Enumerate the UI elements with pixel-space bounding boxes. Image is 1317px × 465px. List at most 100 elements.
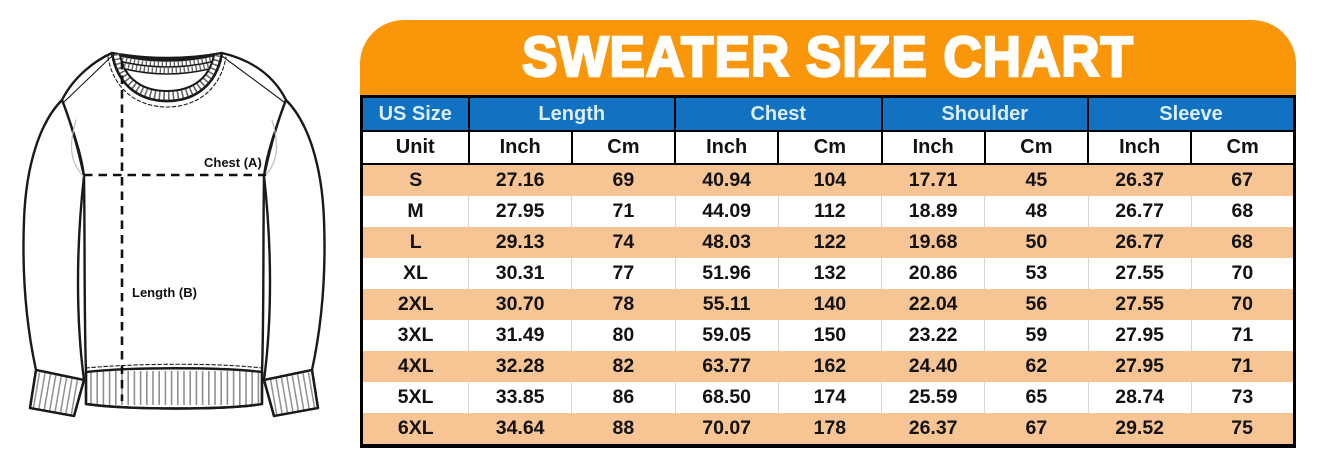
value-cell: 45 <box>984 164 1088 196</box>
sweater-diagram: Chest (A) Length (B) <box>22 51 326 418</box>
value-cell: 73 <box>1190 382 1295 413</box>
value-cell: 26.37 <box>1088 164 1192 196</box>
value-cell: 162 <box>778 351 882 382</box>
value-cell: 71 <box>571 196 675 227</box>
value-cell: 29.13 <box>468 227 572 258</box>
group-header-row: US Size Length Chest Shoulder Sleeve <box>360 95 1296 132</box>
value-cell: 26.77 <box>1088 227 1192 258</box>
value-cell: 104 <box>778 164 882 196</box>
value-cell: 75 <box>1191 413 1295 446</box>
value-cell: 55.11 <box>675 289 779 320</box>
header-shoulder: Shoulder <box>880 95 1089 132</box>
table-row: M 27.95 71 44.09 112 18.89 48 26.77 68 <box>361 196 1295 227</box>
value-cell: 50 <box>984 227 1088 258</box>
unit-cell: Cm <box>1190 130 1296 165</box>
value-cell: 178 <box>778 413 882 446</box>
size-cell: 4XL <box>361 351 469 382</box>
value-cell: 27.95 <box>1087 320 1192 351</box>
measurement-lines <box>84 61 266 401</box>
unit-cell: Inch <box>880 130 986 165</box>
value-cell: 70 <box>1191 289 1295 320</box>
value-cell: 48 <box>984 196 1088 227</box>
value-cell: 30.31 <box>467 258 572 289</box>
chest-label: Chest (A) <box>204 155 262 170</box>
unit-cell: Cm <box>777 130 883 165</box>
table-row: L 29.13 74 48.03 122 19.68 50 26.77 68 <box>361 227 1295 258</box>
unit-header-row: Unit Inch Cm Inch Cm Inch Cm Inch Cm <box>360 130 1296 165</box>
size-cell: L <box>361 227 469 258</box>
length-label: Length (B) <box>132 285 197 300</box>
value-cell: 77 <box>571 258 675 289</box>
page-title: SWEATER SIZE CHART <box>521 25 1134 90</box>
value-cell: 65 <box>984 382 1088 413</box>
value-cell: 150 <box>777 320 882 351</box>
unit-cell: Unit <box>360 130 470 165</box>
size-cell: XL <box>361 258 469 289</box>
size-cell: 6XL <box>361 413 469 446</box>
value-cell: 74 <box>571 227 675 258</box>
size-table-body: S 27.16 69 40.94 104 17.71 45 26.37 67 M 27.95 71 44… <box>361 164 1295 446</box>
table-row: 5XL 33.85 86 68.50 174 25.59 65 28.74 73 <box>361 382 1295 413</box>
table-row: 6XL 34.64 88 70.07 178 26.37 67 29.52 75 <box>361 413 1295 446</box>
value-cell: 174 <box>777 382 882 413</box>
value-cell: 70.07 <box>675 413 779 446</box>
value-cell: 33.85 <box>467 382 572 413</box>
value-cell: 132 <box>777 258 882 289</box>
value-cell: 80 <box>571 320 675 351</box>
value-cell: 29.52 <box>1088 413 1192 446</box>
size-chart: SWEATER SIZE CHART US Size Length Chest … <box>360 20 1296 448</box>
value-cell: 22.04 <box>881 289 985 320</box>
value-cell: 17.71 <box>881 164 985 196</box>
value-cell: 26.77 <box>1087 196 1192 227</box>
size-cell: 2XL <box>361 289 469 320</box>
value-cell: 23.22 <box>880 320 985 351</box>
value-cell: 30.70 <box>468 289 572 320</box>
value-cell: 78 <box>571 289 675 320</box>
header-chest: Chest <box>674 95 883 132</box>
value-cell: 51.96 <box>674 258 779 289</box>
value-cell: 27.95 <box>467 196 572 227</box>
unit-cell: Inch <box>467 130 573 165</box>
value-cell: 68.50 <box>674 382 779 413</box>
size-table: US Size Length Chest Shoulder Sleeve Uni… <box>360 95 1296 448</box>
value-cell: 25.59 <box>880 382 985 413</box>
size-cell: M <box>361 196 469 227</box>
header-length: Length <box>467 95 676 132</box>
value-cell: 112 <box>777 196 882 227</box>
value-cell: 28.74 <box>1087 382 1192 413</box>
value-cell: 40.94 <box>675 164 779 196</box>
value-cell: 122 <box>778 227 882 258</box>
value-cell: 71 <box>1190 320 1295 351</box>
value-cell: 86 <box>571 382 675 413</box>
sweater-outline <box>22 51 326 418</box>
value-cell: 44.09 <box>674 196 779 227</box>
value-cell: 31.49 <box>467 320 572 351</box>
value-cell: 20.86 <box>880 258 985 289</box>
table-row: XL 30.31 77 51.96 132 20.86 53 27.55 70 <box>361 258 1295 289</box>
value-cell: 59.05 <box>674 320 779 351</box>
value-cell: 32.28 <box>468 351 572 382</box>
value-cell: 140 <box>778 289 882 320</box>
table-row: 4XL 32.28 82 63.77 162 24.40 62 27.95 71 <box>361 351 1295 382</box>
size-cell: 3XL <box>361 320 469 351</box>
value-cell: 53 <box>984 258 1088 289</box>
size-cell: S <box>361 164 469 196</box>
value-cell: 27.16 <box>468 164 572 196</box>
unit-cell: Cm <box>983 130 1090 165</box>
value-cell: 88 <box>571 413 675 446</box>
value-cell: 34.64 <box>468 413 572 446</box>
header-sleeve: Sleeve <box>1087 95 1296 132</box>
value-cell: 68 <box>1190 196 1295 227</box>
value-cell: 67 <box>1191 164 1295 196</box>
value-cell: 67 <box>984 413 1088 446</box>
value-cell: 24.40 <box>881 351 985 382</box>
value-cell: 26.37 <box>881 413 985 446</box>
title-banner: SWEATER SIZE CHART <box>360 20 1296 95</box>
value-cell: 56 <box>984 289 1088 320</box>
value-cell: 48.03 <box>675 227 779 258</box>
value-cell: 27.55 <box>1087 258 1192 289</box>
unit-cell: Inch <box>1086 130 1193 165</box>
value-cell: 19.68 <box>881 227 985 258</box>
table-row: S 27.16 69 40.94 104 17.71 45 26.37 67 <box>361 164 1295 196</box>
